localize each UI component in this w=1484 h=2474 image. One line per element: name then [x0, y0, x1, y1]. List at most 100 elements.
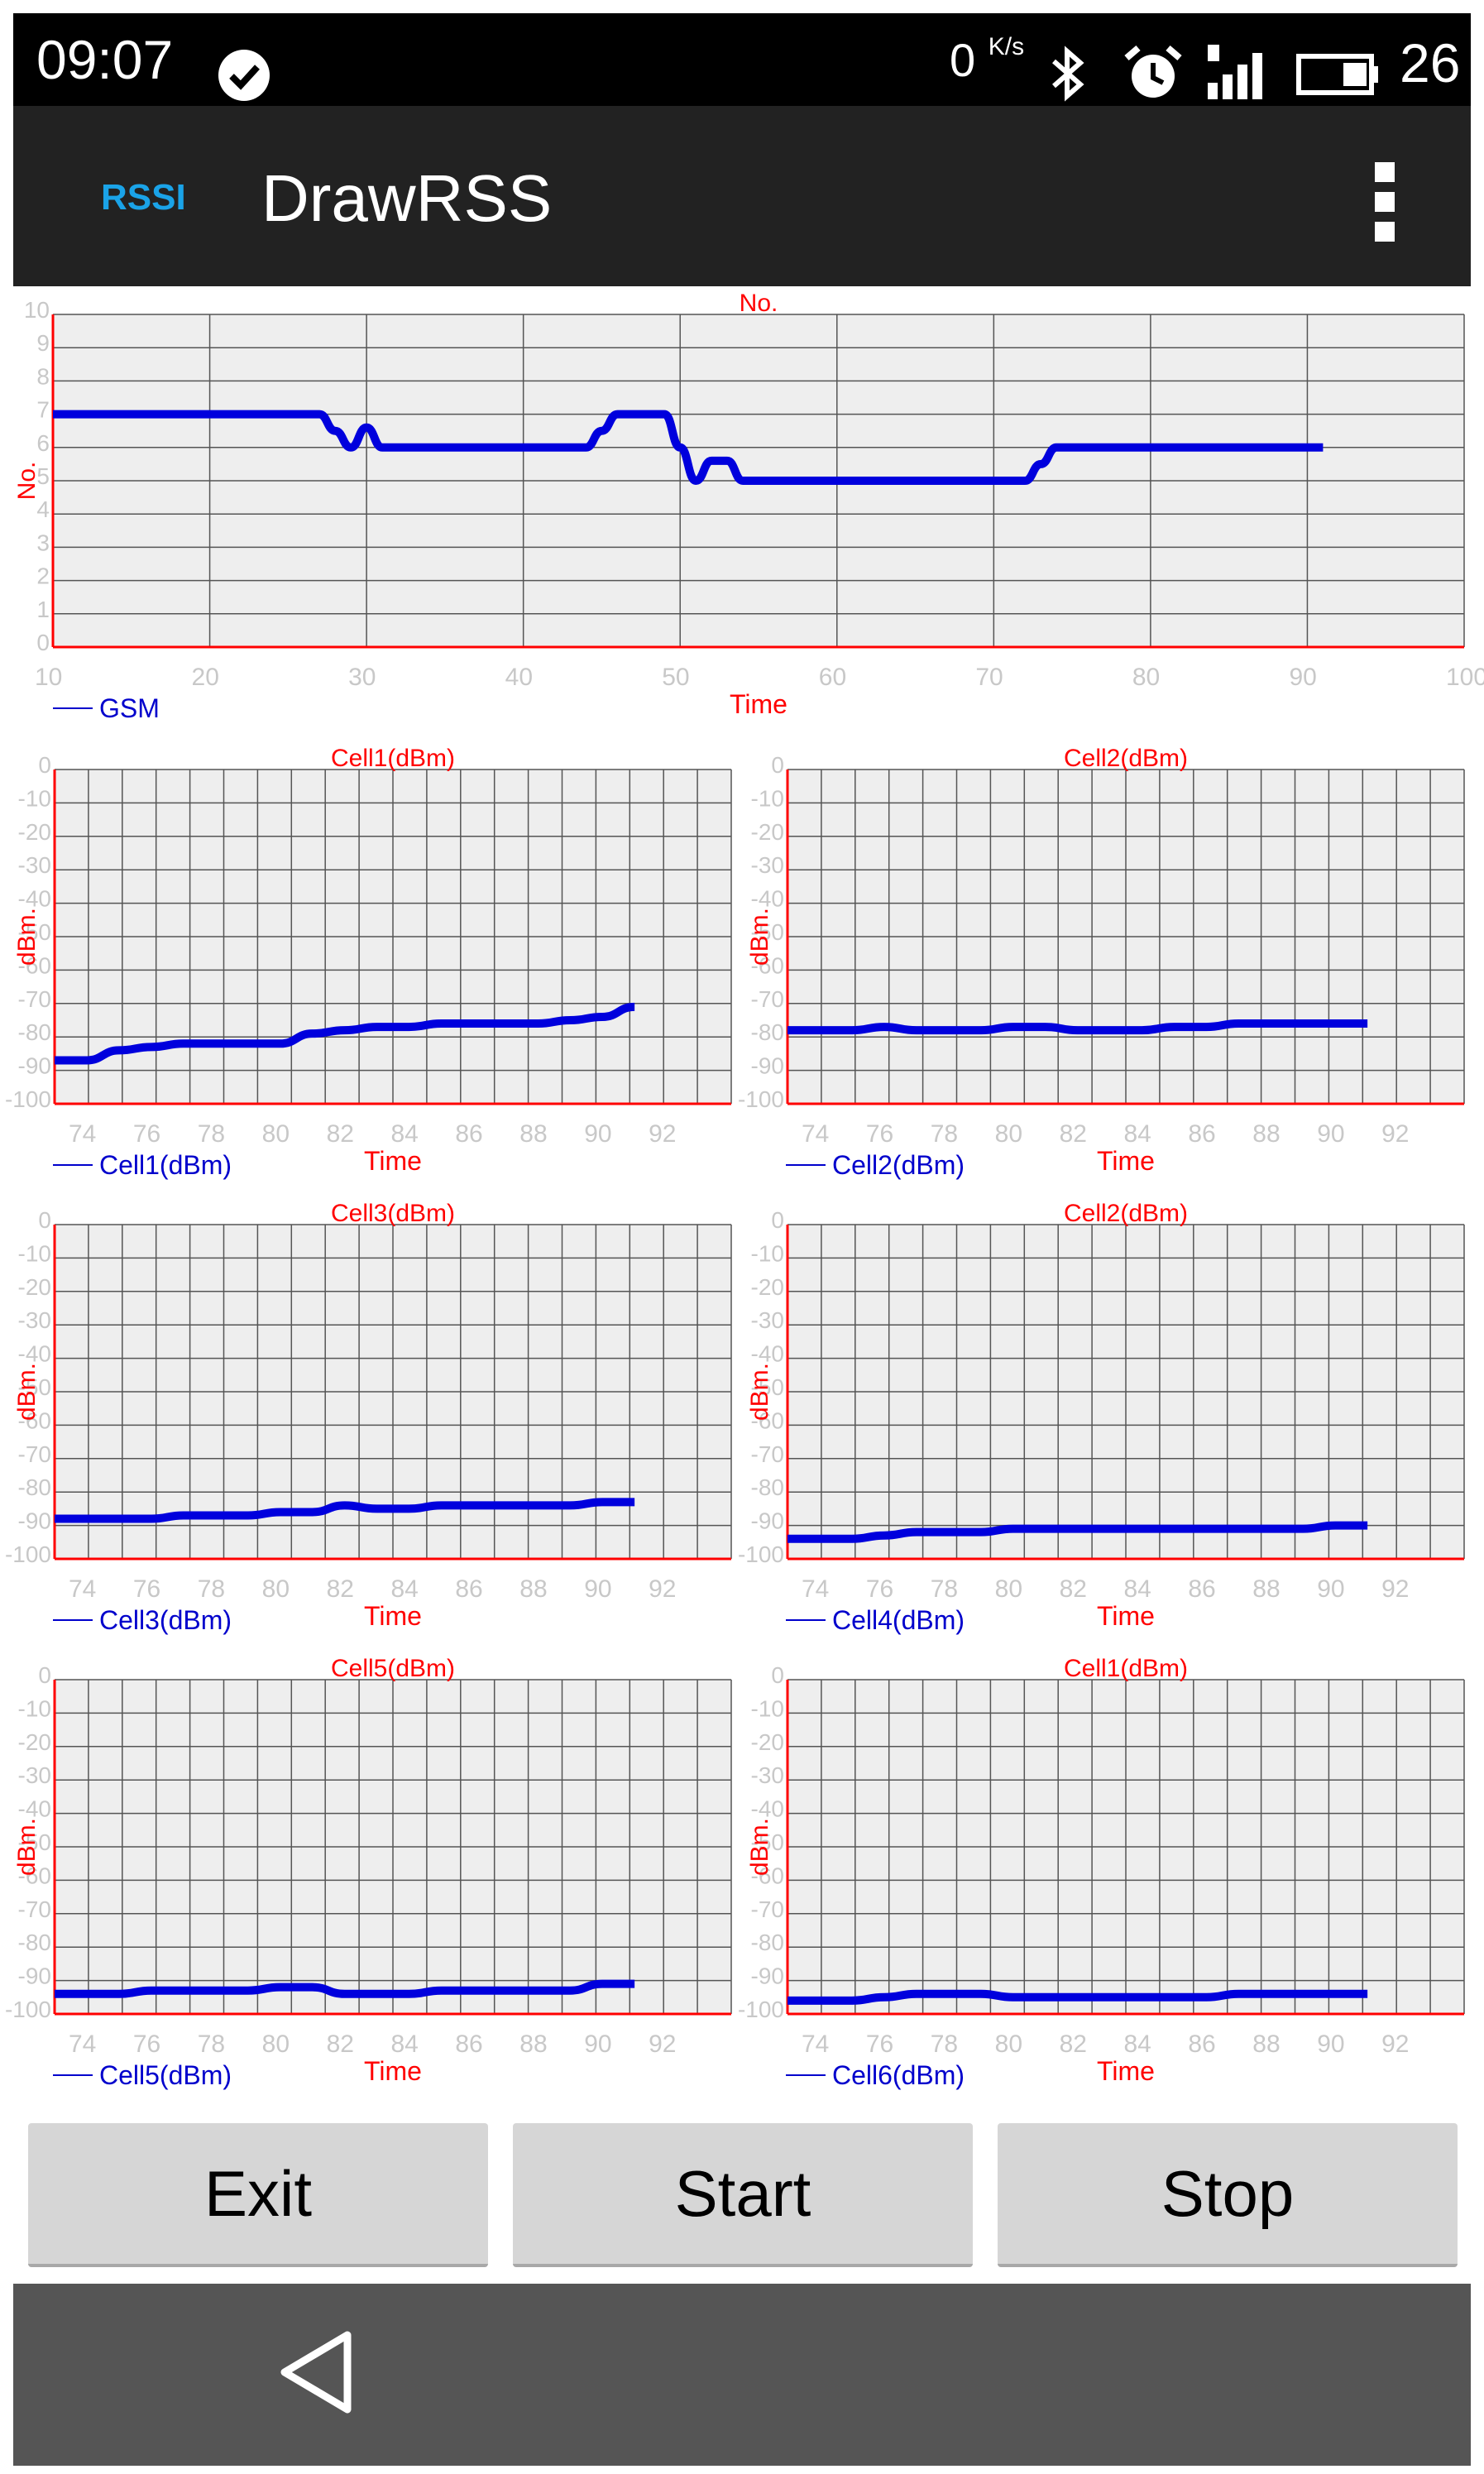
y-tick-label: -60 — [751, 952, 784, 978]
x-tick-label: 88 — [519, 2031, 547, 2058]
x-tick-label: 74 — [69, 1575, 96, 1603]
start-button[interactable]: Start — [513, 2123, 973, 2267]
y-tick-label: -60 — [18, 1863, 51, 1888]
y-tick-label: -20 — [751, 819, 784, 845]
net-speed-value: 0 — [950, 34, 976, 86]
chart-title: Cell2(dBm) — [1064, 745, 1188, 772]
x-tick-label: 92 — [1381, 1120, 1409, 1148]
chart-svg: 0 -10 -20 -30 -40 -50 -60 -70 -80 -90 -100 74 76 78 80… — [5, 745, 732, 1180]
y-tick-label: -70 — [751, 1441, 784, 1467]
x-tick-label: 80 — [262, 2031, 290, 2058]
back-triangle-icon[interactable] — [275, 2327, 357, 2422]
y-tick-label: -40 — [18, 1341, 51, 1367]
y-tick-label: -20 — [18, 1729, 51, 1755]
y-tick-label: 4 — [36, 496, 50, 522]
y-tick-label: 6 — [36, 430, 50, 456]
y-tick-label: -90 — [18, 1053, 51, 1079]
chart-title: Cell2(dBm) — [1064, 1200, 1188, 1227]
chart-cell4: 0 -10 -20 -30 -40 -50 -60 -70 -80 -90 -100 74 76 78 80… — [738, 1200, 1471, 1651]
y-tick-label: -20 — [751, 1274, 784, 1300]
y-tick-label: -50 — [751, 1829, 784, 1855]
chart-svg: 0 -10 -20 -30 -40 -50 -60 -70 -80 -90 -100 74 76 78 80… — [738, 1200, 1465, 1635]
y-tick-label: -60 — [18, 952, 51, 978]
x-tick-label: 80 — [995, 1120, 1022, 1148]
y-tick-label: -40 — [18, 1796, 51, 1822]
stop-button[interactable]: Stop — [998, 2123, 1458, 2267]
x-tick-label: 50 — [662, 664, 689, 691]
y-tick-label: -80 — [751, 1019, 784, 1045]
x-tick-label: 90 — [1317, 1120, 1344, 1148]
x-tick-label: 92 — [649, 1120, 676, 1148]
y-tick-label: 0 — [771, 752, 784, 778]
y-tick-label: -70 — [18, 986, 51, 1012]
x-tick-label: 76 — [866, 2031, 893, 2058]
button-bar: Exit Start Stop — [13, 2108, 1471, 2280]
chart-cell1: 0 -10 -20 -30 -40 -50 -60 -70 -80 -90 -100 74 76 78 80… — [5, 745, 738, 1196]
x-tick-label: 60 — [819, 664, 846, 691]
x-tick-label: 92 — [649, 1575, 676, 1603]
x-axis-label: Time — [1097, 1601, 1155, 1631]
y-tick-label: -50 — [18, 919, 51, 945]
y-tick-label: 0 — [38, 1207, 51, 1233]
y-tick-label: -30 — [751, 852, 784, 878]
legend-label: Cell1(dBm) — [99, 1150, 232, 1180]
y-tick-label: 8 — [36, 363, 50, 389]
x-tick-label: 90 — [1317, 2031, 1344, 2058]
x-tick-label: 84 — [1123, 2031, 1151, 2058]
y-axis-label: dBm. — [746, 908, 773, 966]
chart-cell2: 0 -10 -20 -30 -40 -50 -60 -70 -80 -90 -100 74 76 78 80… — [738, 745, 1471, 1196]
x-tick-label: 86 — [455, 1575, 482, 1603]
y-tick-label: -100 — [5, 1997, 51, 2022]
x-tick-label: 88 — [519, 1575, 547, 1603]
y-tick-label: -40 — [18, 886, 51, 912]
legend-label: Cell6(dBm) — [832, 2060, 965, 2090]
x-tick-label: 10 — [35, 664, 62, 691]
series-line — [52, 410, 1324, 485]
x-tick-label: 92 — [1381, 2031, 1409, 2058]
x-tick-label: 84 — [390, 1575, 418, 1603]
y-tick-label: -10 — [751, 1695, 784, 1721]
x-tick-label: 76 — [133, 1575, 160, 1603]
x-tick-label: 70 — [975, 664, 1003, 691]
y-tick-label: -30 — [18, 1762, 51, 1788]
x-tick-label: 80 — [995, 2031, 1022, 2058]
battery-icon — [1295, 45, 1381, 107]
chart-svg: 0 -10 -20 -30 -40 -50 -60 -70 -80 -90 -100 74 76 78 80… — [738, 745, 1465, 1180]
y-tick-label: -90 — [751, 1053, 784, 1079]
x-tick-label: 76 — [866, 1120, 893, 1148]
legend-label: GSM — [99, 693, 160, 723]
y-axis-label: dBm. — [746, 1363, 773, 1421]
chart-svg: 0 -10 -20 -30 -40 -50 -60 -70 -80 -90 -100 74 76 78 80… — [5, 1655, 732, 2090]
y-tick-label: -50 — [751, 1374, 784, 1400]
x-tick-label: 90 — [1317, 1575, 1344, 1603]
x-axis-label: Time — [364, 1146, 422, 1176]
y-tick-label: 0 — [771, 1207, 784, 1233]
x-tick-label: 78 — [931, 1575, 958, 1603]
y-tick-label: -50 — [18, 1374, 51, 1400]
y-tick-label: 9 — [36, 330, 50, 356]
y-tick-label: -20 — [18, 1274, 51, 1300]
x-tick-label: 92 — [649, 2031, 676, 2058]
y-tick-label: -30 — [751, 1307, 784, 1333]
x-tick-label: 78 — [198, 1120, 225, 1148]
x-tick-label: 86 — [1188, 1120, 1215, 1148]
status-bar: 09:07 0 K/s 26 — [13, 13, 1471, 106]
y-axis-label: dBm. — [13, 908, 41, 966]
x-tick-label: 78 — [198, 1575, 225, 1603]
more-vert-icon[interactable] — [1362, 156, 1411, 247]
exit-button[interactable]: Exit — [28, 2123, 488, 2267]
y-tick-label: -100 — [738, 1541, 784, 1567]
app-logo: RSSI — [101, 177, 186, 218]
app-title: DrawRSS — [261, 161, 553, 235]
x-tick-label: 86 — [455, 1120, 482, 1148]
y-tick-label: 1 — [36, 597, 50, 622]
x-tick-label: 90 — [584, 1120, 611, 1148]
x-tick-label: 74 — [69, 2031, 96, 2058]
y-tick-label: -10 — [18, 785, 51, 811]
net-speed-unit: K/s — [988, 33, 1025, 60]
y-tick-label: 10 — [24, 297, 50, 323]
x-tick-label: 82 — [327, 1575, 354, 1603]
x-tick-label: 74 — [802, 1120, 829, 1148]
y-axis-label: dBm. — [13, 1363, 41, 1421]
